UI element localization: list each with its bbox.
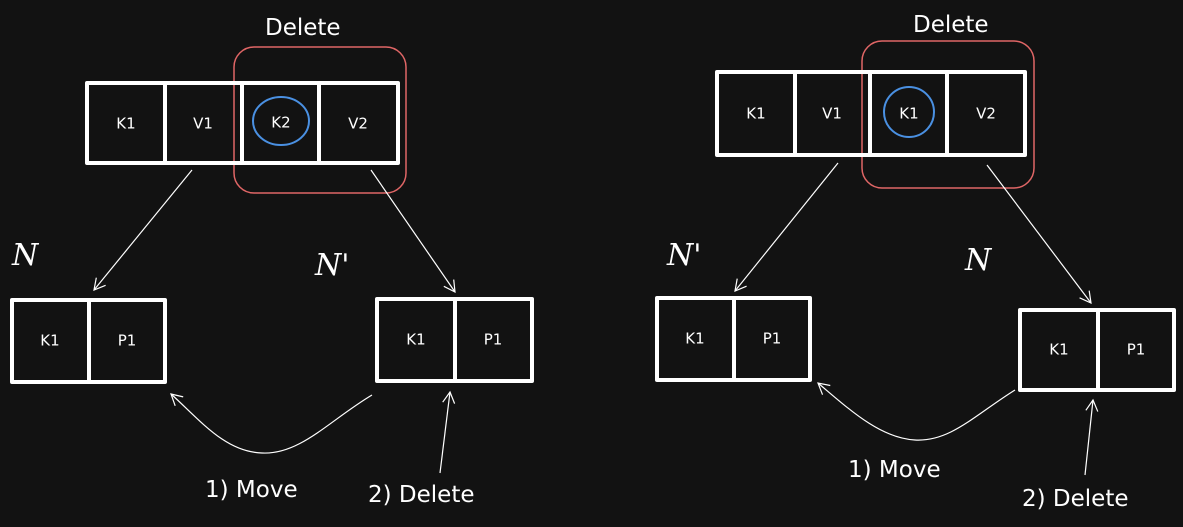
left-child-node-left: K1 P1: [10, 298, 167, 384]
right-node-label-right: N: [964, 243, 993, 278]
left-move-arrow: [170, 393, 373, 454]
right-step2-label: 2) Delete: [1022, 486, 1129, 512]
left-child-right-key: K1: [406, 331, 425, 349]
left-step1-label: 1) Move: [205, 477, 298, 503]
left-delete-arrow: [439, 390, 456, 474]
right-child-node-left: K1 P1: [655, 296, 812, 382]
right-child-right-cell-2: [1096, 308, 1176, 392]
right-child-node-right: K1 P1: [1018, 308, 1176, 392]
right-key-circle: [883, 86, 935, 138]
left-child-left-cell-2: [87, 298, 167, 384]
right-top-key-2: K1: [899, 105, 918, 123]
right-child-left-cell-2: [732, 296, 812, 382]
left-child-node-right: K1 P1: [375, 297, 534, 383]
left-child-right-pointer: P1: [484, 331, 503, 349]
left-node-label-right: N': [314, 248, 350, 283]
right-arrow-to-left-node: [734, 162, 839, 292]
right-top-node: K1 V1 K1 V2: [715, 70, 1027, 157]
left-key-circle: [252, 96, 310, 146]
right-top-value-1: V1: [822, 105, 842, 123]
right-step1-label: 1) Move: [848, 457, 941, 483]
right-child-right-key: K1: [1049, 341, 1068, 359]
left-diagram: Delete K1 V1 K2 V2 N N' K1 P1 K1 P1: [10, 15, 534, 508]
left-child-left-pointer: P1: [118, 332, 137, 350]
right-child-left-pointer: P1: [763, 330, 782, 348]
left-top-key-1: K1: [116, 115, 135, 133]
left-top-value-2: V2: [348, 115, 368, 133]
left-step2-label: 2) Delete: [368, 482, 475, 508]
right-diagram: Delete K1 V1 K1 V2 N' N K1 P1 K1 P1: [655, 12, 1176, 512]
right-top-key-1: K1: [746, 105, 765, 123]
left-node-label-left: N: [11, 238, 40, 273]
right-top-value-2: V2: [976, 105, 996, 123]
left-child-left-key: K1: [40, 332, 59, 350]
right-node-label-left: N': [666, 238, 702, 273]
right-child-right-pointer: P1: [1127, 341, 1146, 359]
left-top-node: K1 V1 K2 V2: [85, 81, 400, 165]
left-top-value-1: V1: [193, 115, 213, 133]
left-top-cell-4: [317, 81, 400, 165]
right-arrow-to-right-node: [986, 164, 1092, 305]
left-arrow-to-right-node: [370, 169, 456, 294]
left-delete-highlight: [233, 46, 407, 194]
left-top-key-2: K2: [271, 114, 290, 132]
right-delete-highlight: [861, 40, 1035, 189]
right-move-arrow: [817, 382, 1016, 441]
right-child-left-key: K1: [685, 330, 704, 348]
left-arrow-to-left-node: [93, 169, 193, 291]
left-child-right-cell-2: [453, 297, 534, 383]
right-delete-arrow: [1084, 398, 1099, 476]
left-delete-label: Delete: [265, 15, 341, 41]
right-top-cell-4: [945, 70, 1027, 157]
right-delete-label: Delete: [913, 12, 989, 38]
